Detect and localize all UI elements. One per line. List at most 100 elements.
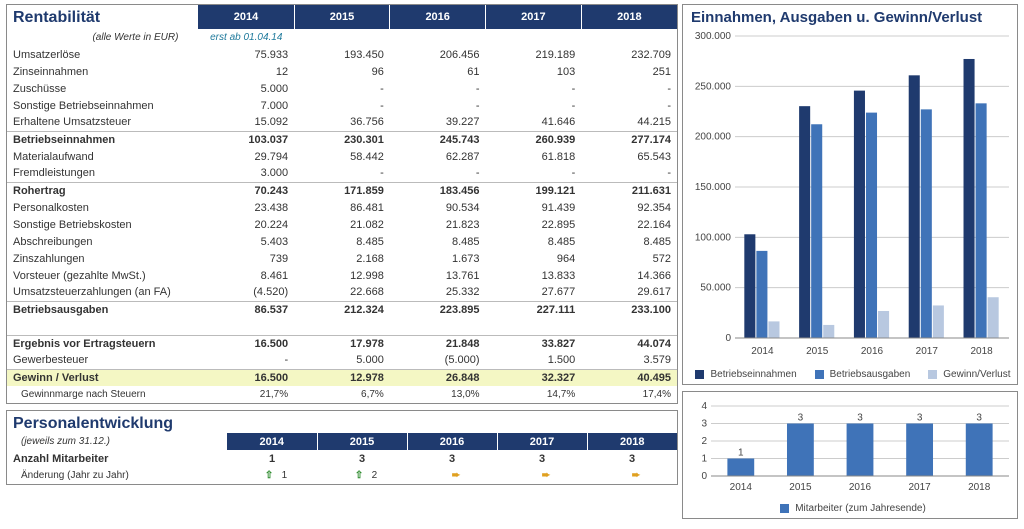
- svg-text:2018: 2018: [970, 346, 993, 357]
- arrow-right-icon: ➨: [542, 470, 550, 481]
- row-label: Betriebseinnahmen: [7, 131, 198, 148]
- svg-text:2018: 2018: [968, 482, 991, 493]
- cell: 230.301: [294, 131, 390, 148]
- cell: 232.709: [581, 46, 677, 63]
- svg-text:2: 2: [701, 436, 707, 447]
- cell: 8.485: [390, 233, 486, 250]
- cell: 14.366: [581, 267, 677, 284]
- svg-text:2017: 2017: [916, 346, 939, 357]
- cell: [486, 318, 582, 335]
- cell: -: [294, 97, 390, 114]
- arrow-right-icon: ➨: [632, 470, 640, 481]
- row-label: Vorsteuer (gezahlte MwSt.): [7, 267, 198, 284]
- table-row: [7, 318, 677, 335]
- svg-text:0: 0: [701, 471, 707, 482]
- cell: -: [486, 97, 582, 114]
- personnel-title: Personalentwicklung: [7, 411, 677, 433]
- cell: 86.481: [294, 199, 390, 216]
- cell: [198, 318, 294, 335]
- cell: 7.000: [198, 97, 294, 114]
- cell: 29.794: [198, 148, 294, 165]
- cell: 3: [317, 450, 407, 467]
- table-row: Betriebseinnahmen103.037230.301245.74326…: [7, 131, 677, 148]
- cell: 12: [198, 63, 294, 80]
- svg-text:1: 1: [701, 454, 707, 465]
- table-row: Sonstige Betriebskosten20.22421.08221.82…: [7, 216, 677, 233]
- svg-text:4: 4: [701, 401, 707, 412]
- cell: (4.520): [198, 284, 294, 301]
- cell: -: [581, 80, 677, 97]
- cell: 8.485: [486, 233, 582, 250]
- svg-text:3: 3: [917, 413, 923, 424]
- legend-swatch: [780, 504, 789, 513]
- table-row: Zinseinnahmen129661103251: [7, 63, 677, 80]
- cell: -: [294, 165, 390, 182]
- rentability-panel: Rentabilität 2014 2015 2016 2017 2018 (a…: [6, 4, 678, 404]
- row-label: Umsatzerlöse: [7, 46, 198, 63]
- cell: 227.111: [486, 301, 582, 318]
- cell: 16.500: [198, 335, 294, 352]
- table-row: Abschreibungen5.4038.4858.4858.4858.485: [7, 233, 677, 250]
- table-row: Ergebnis vor Ertragsteuern16.50017.97821…: [7, 335, 677, 352]
- arrow-up-icon: ⇧: [265, 470, 273, 481]
- row-label: Umsatzsteuerzahlungen (an FA): [7, 284, 198, 301]
- employee-change-row: Änderung (Jahr zu Jahr) ⇧ 1 ⇧ 2 ➨ ➨ ➨: [7, 467, 677, 484]
- change-cell: ➨: [587, 467, 677, 484]
- row-label: Zinseinnahmen: [7, 63, 198, 80]
- table-header-row: Rentabilität 2014 2015 2016 2017 2018: [7, 5, 677, 29]
- cell: 245.743: [390, 131, 486, 148]
- row-label: Rohertrag: [7, 182, 198, 199]
- svg-text:3: 3: [798, 413, 804, 424]
- svg-text:200.000: 200.000: [695, 132, 732, 143]
- p-year-2016: 2016: [407, 433, 497, 450]
- cell: 1: [227, 450, 317, 467]
- panel-title: Rentabilität: [7, 5, 198, 29]
- cell: 96: [294, 63, 390, 80]
- cell: 62.287: [390, 148, 486, 165]
- cell: 3: [497, 450, 587, 467]
- table-row: Umsatzerlöse75.933193.450206.456219.1892…: [7, 46, 677, 63]
- p-year-2015: 2015: [317, 433, 407, 450]
- cell: 22.668: [294, 284, 390, 301]
- cell: 41.646: [486, 114, 582, 131]
- cell: 1.500: [486, 352, 582, 369]
- cell: [294, 318, 390, 335]
- row-label: Betriebsausgaben: [7, 301, 198, 318]
- cell: -: [294, 80, 390, 97]
- cell: [581, 318, 677, 335]
- cell: 22.895: [486, 216, 582, 233]
- svg-text:0: 0: [725, 333, 731, 344]
- svg-text:300.000: 300.000: [695, 31, 732, 42]
- cell: 964: [486, 250, 582, 267]
- svg-text:250.000: 250.000: [695, 81, 732, 92]
- cell: -: [390, 97, 486, 114]
- legend-swatch: [928, 370, 937, 379]
- cell: 13.833: [486, 267, 582, 284]
- cell: 223.895: [390, 301, 486, 318]
- cell: 211.631: [581, 182, 677, 199]
- svg-text:3: 3: [976, 413, 982, 424]
- cell: 21.823: [390, 216, 486, 233]
- cell: 5.000: [294, 352, 390, 369]
- cell: 8.485: [294, 233, 390, 250]
- table-row: Zinszahlungen7392.1681.673964572: [7, 250, 677, 267]
- change-cell: ⇧ 1: [227, 467, 317, 484]
- cell: 5.000: [198, 80, 294, 97]
- cell: 61.818: [486, 148, 582, 165]
- row-label: Zuschüsse: [7, 80, 198, 97]
- svg-text:2016: 2016: [849, 482, 872, 493]
- row-label: Zinszahlungen: [7, 250, 198, 267]
- employee-count-row: Anzahl Mitarbeiter 1 3 3 3 3: [7, 450, 677, 467]
- svg-text:2016: 2016: [861, 346, 884, 357]
- table-row: Betriebsausgaben86.537212.324223.895227.…: [7, 301, 677, 318]
- cell: -: [198, 352, 294, 369]
- cell: 21.082: [294, 216, 390, 233]
- cell: 3: [587, 450, 677, 467]
- cell: 193.450: [294, 46, 390, 63]
- svg-text:3: 3: [701, 419, 707, 430]
- cell: 17.978: [294, 335, 390, 352]
- cell: 39.227: [390, 114, 486, 131]
- arrow-up-icon: ⇧: [355, 470, 363, 481]
- cell: 91.439: [486, 199, 582, 216]
- personnel-header-row: (jeweils zum 31.12.) 2014 2015 2016 2017…: [7, 433, 677, 450]
